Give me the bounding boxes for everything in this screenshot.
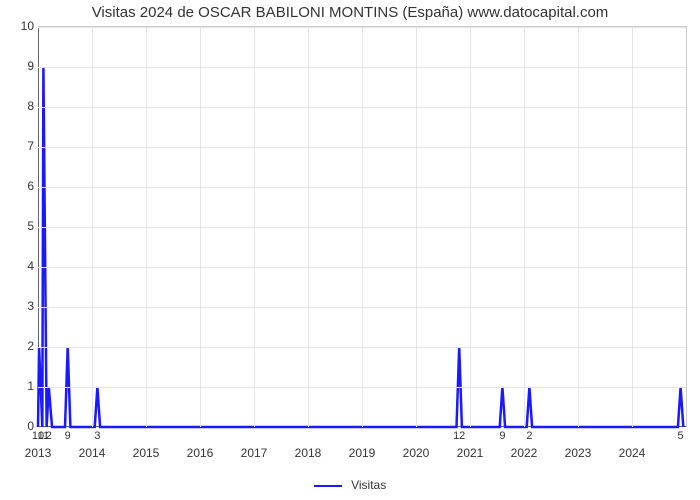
vgrid-line — [92, 27, 93, 427]
legend-label: Visitas — [351, 478, 386, 492]
data-point-label: 9 — [65, 430, 71, 442]
y-tick-label: 6 — [4, 179, 34, 193]
vgrid-line — [416, 27, 417, 427]
vgrid-line — [632, 27, 633, 427]
vgrid-line — [470, 27, 471, 427]
vgrid-line — [308, 27, 309, 427]
x-tick-label: 2017 — [241, 446, 268, 460]
x-tick-label: 2020 — [403, 446, 430, 460]
x-tick-label: 2014 — [79, 446, 106, 460]
y-tick-label: 7 — [4, 139, 34, 153]
data-point-label: 9 — [499, 430, 505, 442]
x-tick-label: 2023 — [565, 446, 592, 460]
data-point-label: 2 — [46, 430, 52, 442]
x-tick-label: 2022 — [511, 446, 538, 460]
x-tick-label: 2021 — [457, 446, 484, 460]
y-tick-label: 5 — [4, 219, 34, 233]
vgrid-line — [146, 27, 147, 427]
legend-swatch — [314, 485, 342, 487]
data-point-label: 12 — [453, 430, 465, 442]
x-tick-label: 2024 — [619, 446, 646, 460]
data-point-label: 2 — [526, 430, 532, 442]
y-tick-label: 9 — [4, 59, 34, 73]
vgrid-line — [524, 27, 525, 427]
y-tick-label: 10 — [4, 19, 34, 33]
x-tick-label: 2016 — [187, 446, 214, 460]
x-tick-label: 2019 — [349, 446, 376, 460]
chart-container: Visitas 2024 de OSCAR BABILONI MONTINS (… — [0, 0, 700, 500]
y-tick-label: 8 — [4, 99, 34, 113]
vgrid-line — [578, 27, 579, 427]
y-tick-label: 4 — [4, 259, 34, 273]
y-tick-label: 1 — [4, 379, 34, 393]
vgrid-line — [200, 27, 201, 427]
legend: Visitas — [0, 478, 700, 492]
chart-title: Visitas 2024 de OSCAR BABILONI MONTINS (… — [0, 4, 700, 21]
data-point-label: 5 — [678, 430, 684, 442]
vgrid-line — [254, 27, 255, 427]
vgrid-line — [362, 27, 363, 427]
y-tick-label: 2 — [4, 339, 34, 353]
x-tick-label: 2018 — [295, 446, 322, 460]
x-tick-label: 2013 — [25, 446, 52, 460]
y-tick-label: 0 — [4, 419, 34, 433]
y-tick-label: 3 — [4, 299, 34, 313]
plot-area — [38, 26, 687, 427]
x-tick-label: 2015 — [133, 446, 160, 460]
data-point-label: 3 — [94, 430, 100, 442]
